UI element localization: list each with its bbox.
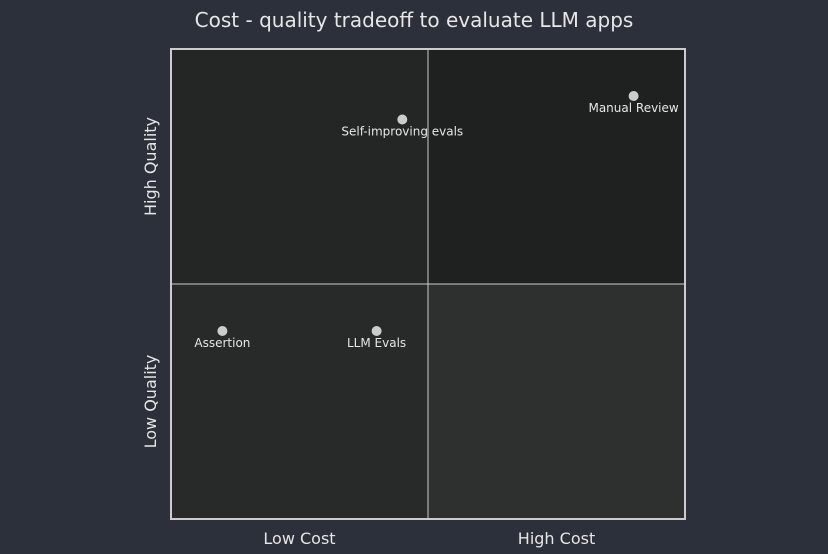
- data-point: [397, 114, 408, 125]
- data-point: [628, 91, 639, 101]
- data-point-label: Self-improving evals: [341, 125, 463, 139]
- quadrants: [171, 49, 685, 519]
- quadrant-bottom-right: [428, 284, 685, 519]
- data-point-label: Manual Review: [588, 101, 678, 115]
- data-points: Self-improving evals Manual Review Asserti…: [194, 91, 679, 350]
- chart-title: Cost - quality tradeoff to evaluate LLM …: [195, 8, 634, 32]
- quadrant-top-left: [171, 49, 428, 284]
- quadrant-bottom-left: [171, 284, 428, 519]
- y-axis-low-label: Low Quality: [141, 355, 160, 449]
- x-axis-low-label: Low Cost: [263, 529, 335, 548]
- y-axis-high-label: High Quality: [141, 117, 160, 216]
- x-axis-high-label: High Cost: [518, 529, 595, 548]
- data-point-label: Assertion: [194, 336, 250, 350]
- chart-frame: [170, 48, 686, 520]
- data-point: [217, 326, 228, 336]
- data-point: [371, 326, 382, 336]
- data-point-label: LLM Evals: [347, 336, 406, 350]
- quadrant-top-right: [428, 49, 685, 284]
